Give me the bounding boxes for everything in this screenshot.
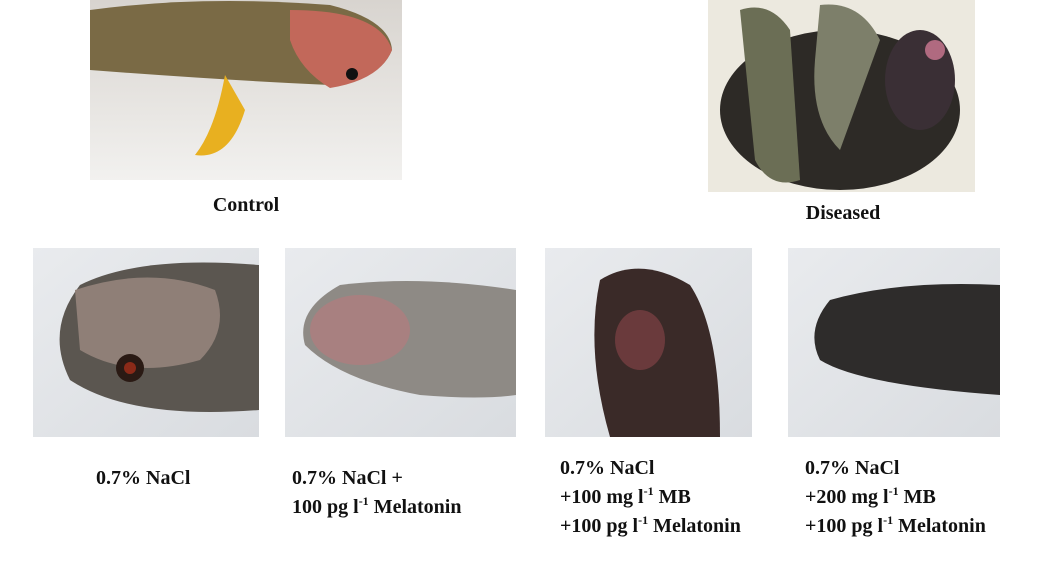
caption-line: 0.7% NaCl +: [292, 464, 461, 493]
caption-text: +100 mg l: [560, 486, 644, 508]
caption: 0.7% NaCl + 100 pg l-1 Melatonin: [292, 464, 461, 522]
caption: 0.7% NaCl: [96, 464, 190, 493]
caption-text: Melatonin: [368, 496, 462, 518]
caption-text: +100 pg l: [805, 515, 884, 537]
caption-text: MB: [898, 486, 936, 508]
caption: Control: [212, 194, 280, 216]
photo-nacl-mb200-melatonin: [788, 248, 1000, 437]
caption-line: +100 pg l-1 Melatonin: [560, 512, 741, 541]
caption-line: +100 mg l-1 MB: [560, 483, 741, 512]
caption-text: +100 pg l: [560, 515, 639, 537]
caption-line: 0.7% NaCl: [560, 454, 741, 483]
caption: 0.7% NaCl +200 mg l-1 MB +100 pg l-1 Melat…: [805, 454, 986, 541]
caption-text: MB: [653, 486, 691, 508]
caption-line: 0.7% NaCl: [805, 454, 986, 483]
caption-line: +200 mg l-1 MB: [805, 483, 986, 512]
caption: 0.7% NaCl +100 mg l-1 MB +100 pg l-1 Melat…: [560, 454, 741, 541]
caption-text: 0.7% NaCl: [560, 457, 655, 479]
caption-text: Melatonin: [893, 515, 986, 537]
photo-nacl-mb100-melatonin: [545, 248, 752, 437]
photo-diseased: [708, 0, 975, 192]
superscript: -1: [643, 484, 654, 498]
photo-nacl: [33, 248, 259, 437]
superscript: -1: [883, 513, 894, 527]
photo-control: [90, 0, 402, 180]
caption-text: 0.7% NaCl +: [292, 467, 403, 489]
caption-text: 0.7% NaCl: [805, 457, 900, 479]
superscript: -1: [888, 484, 899, 498]
caption-text: Melatonin: [648, 515, 741, 537]
caption-text: +200 mg l: [805, 486, 889, 508]
photo-nacl-melatonin: [285, 248, 516, 437]
caption-text: 0.7% NaCl: [96, 467, 191, 489]
caption-line: 0.7% NaCl: [96, 464, 190, 493]
caption-line: 100 pg l-1 Melatonin: [292, 493, 461, 522]
superscript: -1: [358, 494, 369, 508]
superscript: -1: [638, 513, 649, 527]
caption-line: +100 pg l-1 Melatonin: [805, 512, 986, 541]
caption-text: 100 pg l: [292, 496, 359, 518]
caption: Diseased: [805, 202, 881, 224]
